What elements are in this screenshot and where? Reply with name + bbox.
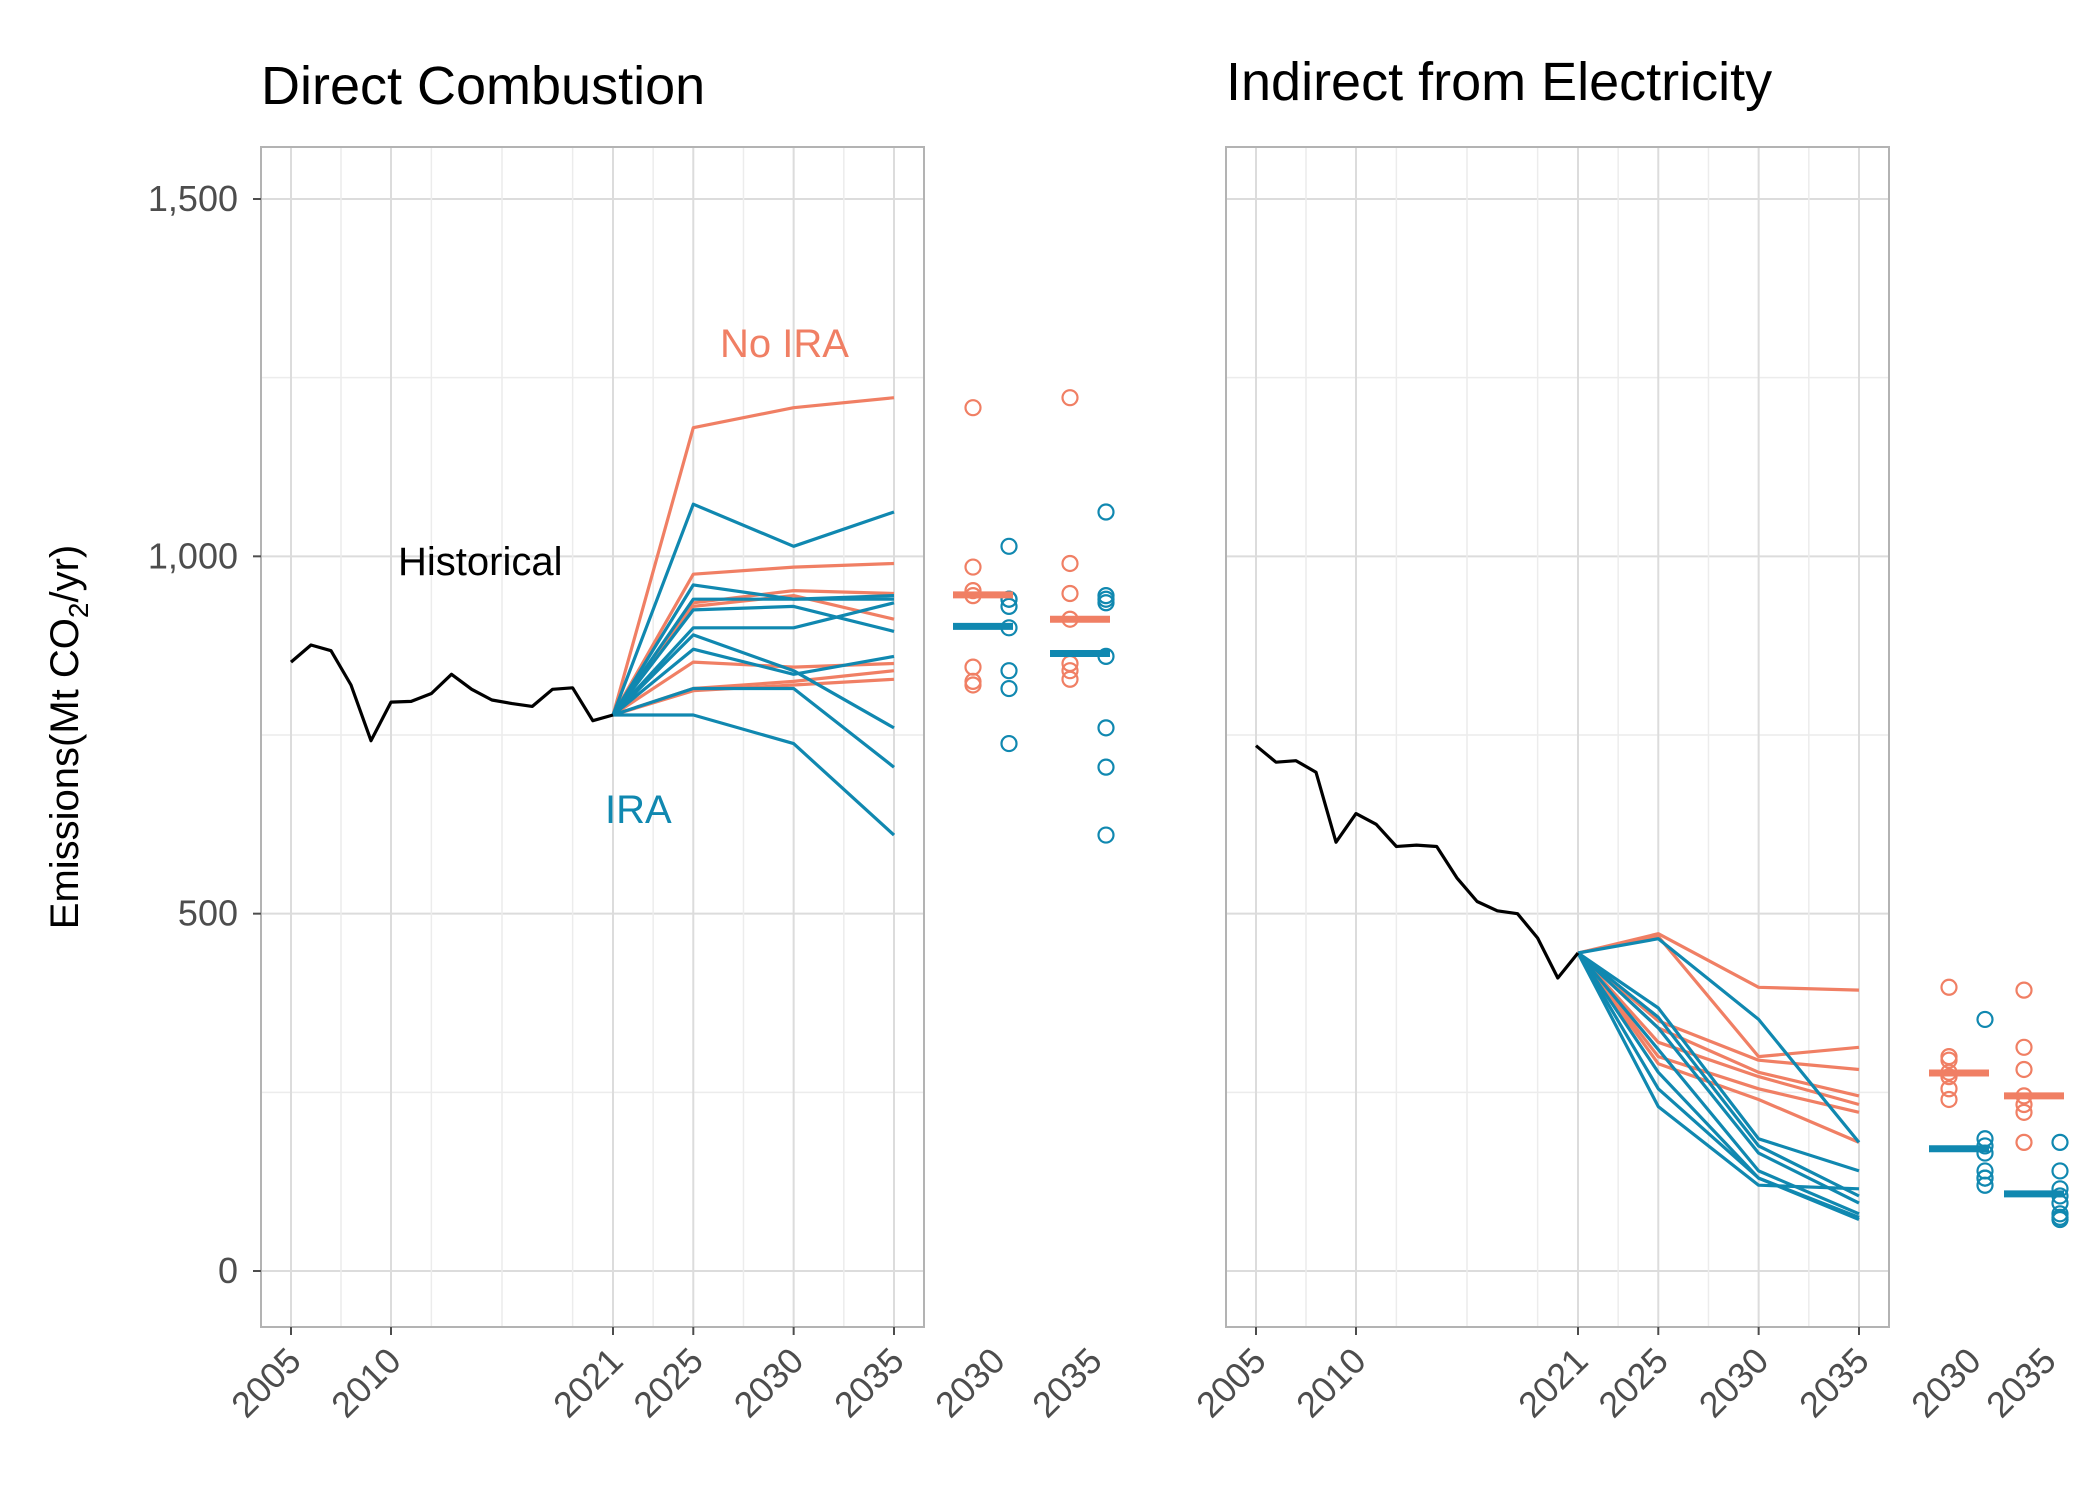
panel-title-direct-combustion: Direct Combustion bbox=[261, 56, 705, 116]
no-ira-scenario-line bbox=[611, 396, 895, 716]
ira-summary-point bbox=[2051, 1133, 2069, 1151]
ira-summary-point bbox=[1000, 734, 1018, 753]
no-ira-summary-point bbox=[964, 399, 982, 417]
historical-line bbox=[289, 643, 614, 743]
no-ira-summary-point bbox=[1061, 584, 1079, 603]
no-ira-summary-point bbox=[1940, 1051, 1958, 1069]
no-ira-summary-point bbox=[2015, 1103, 2033, 1121]
ira-summary-point bbox=[1000, 537, 1018, 555]
ira-scenario-line bbox=[611, 583, 895, 716]
y-tick-label: 0 bbox=[218, 1250, 238, 1291]
ira-scenario-line bbox=[1576, 951, 1860, 1198]
y-axis-label: Emissions(Mt CO2/yr) bbox=[43, 545, 94, 929]
historical-line bbox=[1254, 744, 1580, 980]
y-tick-label: 1,500 bbox=[148, 178, 238, 219]
panel-indirect-electricity: Indirect from Electricity 2005 2010 202120… bbox=[1188, 52, 2069, 1425]
no-ira-summary-point bbox=[1061, 662, 1079, 680]
no-ira-summary-point bbox=[2015, 1038, 2033, 1056]
ira-scenario-line bbox=[1576, 951, 1860, 1205]
no-ira-summary-point bbox=[1940, 1080, 1958, 1098]
ira-scenario-line bbox=[611, 647, 895, 717]
ira-scenario-line bbox=[1577, 937, 1861, 1144]
ira-summary-point bbox=[2051, 1210, 2069, 1229]
ira-summary-point bbox=[1097, 758, 1115, 776]
ira-summary-point bbox=[1097, 719, 1115, 737]
summary-direct-combustion bbox=[953, 389, 1115, 844]
ira-summary-point bbox=[2051, 1162, 2069, 1180]
ira-scenario-line bbox=[613, 713, 896, 837]
no-ira-summary-point bbox=[2015, 1060, 2033, 1079]
no-ira-summary-point bbox=[1940, 1068, 1958, 1086]
no-ira-summary-point bbox=[964, 558, 982, 576]
ira-scenario-line bbox=[612, 686, 895, 769]
plot-border-indirect-electricity bbox=[1225, 146, 1890, 1328]
panel-title-indirect-electricity: Indirect from Electricity bbox=[1226, 52, 1772, 112]
y-axis-ticks: 0 500 1,000 1,500 bbox=[148, 178, 261, 1291]
ira-summary-point bbox=[1976, 1176, 1994, 1194]
ira-scenario-line bbox=[611, 633, 895, 730]
no-ira-summary-point bbox=[1940, 1090, 1958, 1109]
y-tick-label: 1,000 bbox=[148, 535, 238, 576]
ira-summary-point bbox=[1097, 594, 1115, 612]
series-direct-combustion bbox=[289, 396, 896, 837]
no-ira-scenario-line bbox=[1576, 951, 1860, 1107]
ira-summary-point bbox=[1097, 503, 1115, 521]
ira-scenario-line bbox=[611, 604, 895, 716]
no-ira-summary-point bbox=[2015, 1133, 2033, 1151]
ira-summary-point bbox=[1000, 679, 1018, 698]
no-ira-summary-point bbox=[2015, 981, 2033, 999]
ira-scenario-line bbox=[1577, 951, 1860, 1173]
ira-scenario-line bbox=[1576, 952, 1860, 1191]
y-tick-label: 500 bbox=[178, 893, 238, 934]
grid-direct-combustion bbox=[261, 147, 924, 1327]
ira-scenario-line bbox=[611, 601, 895, 717]
series-indirect-electricity bbox=[1254, 744, 1861, 1221]
summary-indirect-electricity bbox=[1929, 978, 2069, 1229]
grid-indirect-electricity bbox=[1226, 147, 1889, 1327]
ira-summary-point bbox=[1976, 1169, 1994, 1187]
no-ira-summary-point bbox=[1061, 554, 1079, 573]
ira-scenario-line bbox=[1576, 951, 1860, 1216]
no-ira-summary-point bbox=[1061, 389, 1079, 407]
annotation-historical: Historical bbox=[398, 540, 562, 584]
plot-border-direct-combustion bbox=[260, 146, 925, 1328]
ira-summary-point bbox=[1097, 826, 1115, 844]
ira-scenario-line bbox=[1576, 952, 1860, 1221]
no-ira-scenario-line bbox=[611, 561, 895, 716]
ira-summary-point bbox=[1976, 1010, 1994, 1029]
ira-scenario-line bbox=[611, 597, 894, 716]
ira-summary-point bbox=[1000, 597, 1018, 615]
ira-summary-point bbox=[1000, 662, 1018, 680]
annotation-no-ira: No IRA bbox=[720, 322, 849, 366]
no-ira-summary-point bbox=[1940, 978, 1958, 996]
no-ira-summary-point bbox=[1061, 670, 1079, 688]
no-ira-summary-point bbox=[964, 676, 982, 694]
annotation-ira: IRA bbox=[605, 788, 672, 832]
ira-scenario-line bbox=[611, 502, 895, 716]
